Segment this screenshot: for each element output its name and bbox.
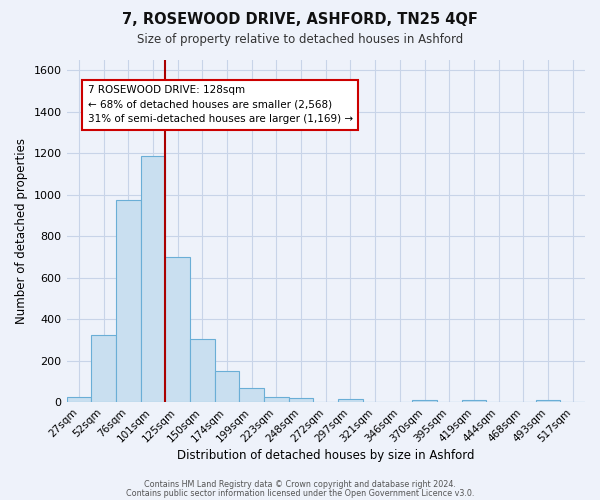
Bar (412, 400, 437, 402)
Bar (165, 257, 190, 402)
Text: Size of property relative to detached houses in Ashford: Size of property relative to detached ho… (137, 32, 463, 46)
Y-axis label: Number of detached properties: Number of detached properties (15, 138, 28, 324)
Bar (190, 339, 215, 402)
X-axis label: Distribution of detached houses by size in Ashford: Distribution of detached houses by size … (177, 450, 475, 462)
Bar (289, 398, 313, 402)
Text: Contains public sector information licensed under the Open Government Licence v3: Contains public sector information licen… (126, 490, 474, 498)
Bar (264, 397, 289, 402)
Bar (338, 399, 363, 402)
Bar (215, 371, 239, 402)
Text: 7, ROSEWOOD DRIVE, ASHFORD, TN25 4QF: 7, ROSEWOOD DRIVE, ASHFORD, TN25 4QF (122, 12, 478, 28)
Bar (140, 156, 165, 402)
Bar (67, 397, 91, 402)
Bar (536, 400, 560, 402)
Bar (239, 388, 264, 402)
Bar (461, 400, 486, 402)
Bar (91, 335, 116, 402)
Bar (116, 200, 140, 402)
Text: 7 ROSEWOOD DRIVE: 128sqm
← 68% of detached houses are smaller (2,568)
31% of sem: 7 ROSEWOOD DRIVE: 128sqm ← 68% of detach… (88, 85, 353, 124)
Text: Contains HM Land Registry data © Crown copyright and database right 2024.: Contains HM Land Registry data © Crown c… (144, 480, 456, 489)
